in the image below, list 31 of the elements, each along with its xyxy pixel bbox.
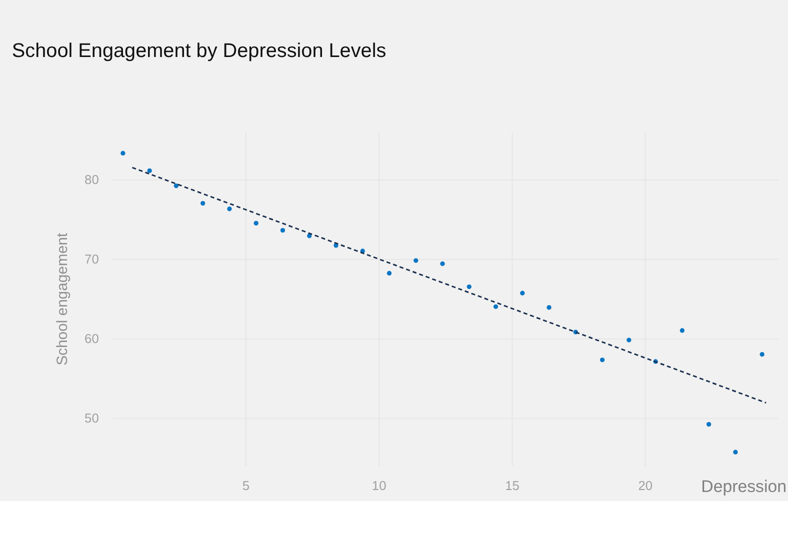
- point: [706, 422, 712, 427]
- point: [466, 284, 472, 290]
- point: [546, 305, 552, 310]
- point: [626, 338, 632, 342]
- point: [680, 328, 685, 333]
- x-tick-label: 15: [505, 478, 520, 493]
- point: [174, 183, 179, 188]
- point: [414, 258, 418, 263]
- y-tick-label: 60: [84, 330, 99, 346]
- chart-title: School Engagement by Depression Levels: [12, 40, 386, 62]
- x-tick-label: 20: [638, 478, 653, 493]
- y-axis-title: School engagement: [55, 232, 72, 366]
- point: [120, 150, 126, 156]
- y-tick-label: 50: [84, 410, 99, 426]
- point: [200, 200, 206, 206]
- point: [440, 261, 445, 266]
- point: [600, 358, 605, 362]
- point: [227, 206, 232, 212]
- point: [386, 270, 392, 276]
- y-tick-label: 80: [84, 172, 99, 187]
- x-tick-label: 5: [242, 478, 250, 493]
- point: [520, 290, 525, 296]
- point: [254, 220, 258, 226]
- point: [280, 228, 286, 233]
- x-tick-label: 10: [372, 478, 386, 493]
- point: [147, 168, 152, 174]
- y-tick-label: 70: [84, 251, 99, 266]
- point: [760, 352, 764, 357]
- point: [493, 304, 498, 309]
- point: [733, 450, 738, 454]
- x-axis-title: Depression: [701, 476, 787, 496]
